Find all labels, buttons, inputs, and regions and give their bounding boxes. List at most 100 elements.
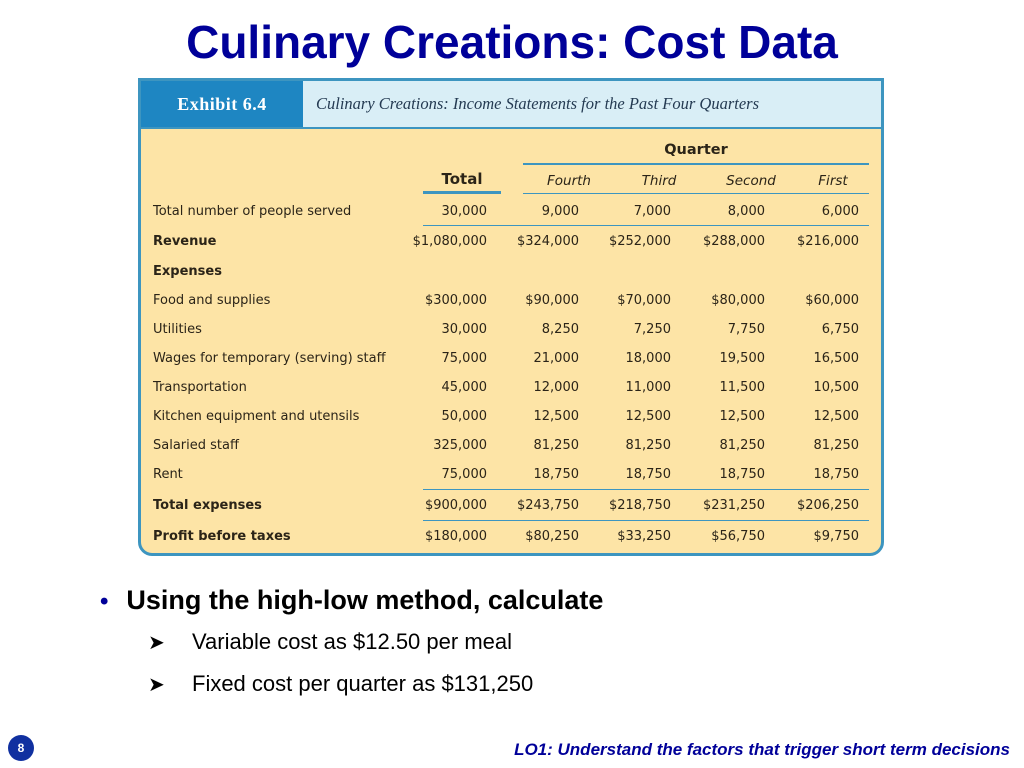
slide-title: Culinary Creations: Cost Data: [186, 16, 838, 68]
table-row-expenses-heading: Expenses: [147, 257, 881, 286]
row-label: Utilities: [153, 322, 202, 337]
cell-first: $60,000: [805, 293, 859, 308]
cell-fourth: 12,500: [533, 409, 580, 424]
cell-fourth: $324,000: [516, 234, 579, 249]
cell-third: $252,000: [608, 234, 671, 249]
cell-first: 81,250: [813, 438, 860, 453]
footer-learning-objective: LO1: Understand the factors that trigger…: [514, 740, 1010, 759]
row-label: Total expenses: [153, 498, 262, 513]
table-row-rent: Rent 75,000 18,750 18,750 18,750 18,750: [147, 460, 881, 489]
arrow-bullet-icon: ➤: [148, 632, 165, 654]
cell-second: 12,500: [719, 409, 766, 424]
row-label: Kitchen equipment and utensils: [153, 409, 360, 424]
exhibit-panel: Exhibit 6.4 Culinary Creations: Income S…: [138, 78, 884, 556]
cell-total: 30,000: [441, 204, 488, 219]
cell-total: 325,000: [433, 438, 487, 453]
cell-third: $33,250: [617, 529, 671, 544]
cell-second: $288,000: [702, 234, 765, 249]
column-header-total: Total: [423, 169, 501, 194]
cell-fourth: 9,000: [541, 204, 579, 219]
cell-fourth: 21,000: [533, 351, 580, 366]
sub-bullet-text: Fixed cost per quarter as $131,250: [192, 671, 534, 696]
cell-second: $231,250: [702, 498, 765, 513]
table-row-people-served: Total number of people served 30,000 9,0…: [147, 197, 881, 226]
row-label: Transportation: [153, 380, 247, 395]
cell-second: 11,500: [719, 380, 766, 395]
row-label: Expenses: [153, 264, 222, 279]
table-row-utilities: Utilities 30,000 8,250 7,250 7,750 6,750: [147, 315, 881, 344]
cell-first: $9,750: [813, 529, 860, 544]
cell-fourth: $90,000: [525, 293, 579, 308]
row-divider: [423, 225, 869, 226]
bullet-dot-icon: •: [100, 588, 109, 615]
arrow-bullet-icon: ➤: [148, 674, 165, 696]
cell-total: 30,000: [441, 322, 488, 337]
cell-total: 45,000: [441, 380, 488, 395]
row-label: Rent: [153, 467, 183, 482]
cell-fourth: 12,000: [533, 380, 580, 395]
cell-total: $180,000: [424, 529, 487, 544]
quarter-group-header: Quarter: [523, 139, 869, 165]
cell-first: 6,000: [821, 204, 859, 219]
row-label: Total number of people served: [153, 204, 352, 219]
cell-first: 12,500: [813, 409, 860, 424]
exhibit-tag: Exhibit 6.4: [141, 81, 303, 127]
cell-second: $56,750: [711, 529, 765, 544]
column-header-third: Third: [641, 173, 677, 189]
cell-third: 12,500: [625, 409, 672, 424]
table-row-wages: Wages for temporary (serving) staff 75,0…: [147, 344, 881, 373]
cell-third: 7,000: [633, 204, 671, 219]
cell-total: $1,080,000: [412, 234, 487, 249]
bullet-main: • Using the high-low method, calculate: [100, 580, 603, 620]
row-label: Wages for temporary (serving) staff: [153, 351, 386, 366]
cell-total: $300,000: [424, 293, 487, 308]
table-row-salaried-staff: Salaried staff 325,000 81,250 81,250 81,…: [147, 431, 881, 460]
cell-second: 7,750: [727, 322, 765, 337]
row-label: Food and supplies: [153, 293, 271, 308]
cell-fourth: $243,750: [516, 498, 579, 513]
cell-first: 16,500: [813, 351, 860, 366]
cell-fourth: $80,250: [525, 529, 579, 544]
table-row-revenue: Revenue $1,080,000 $324,000 $252,000 $28…: [147, 227, 881, 256]
table-row-total-expenses: Total expenses $900,000 $243,750 $218,75…: [147, 491, 881, 520]
table-row-transportation: Transportation 45,000 12,000 11,000 11,5…: [147, 373, 881, 402]
cell-third: 7,250: [633, 322, 671, 337]
cell-second: 8,000: [727, 204, 765, 219]
cell-first: 10,500: [813, 380, 860, 395]
column-header-fourth: Fourth: [547, 173, 591, 189]
sub-bullet-text: Variable cost as $12.50 per meal: [192, 629, 512, 654]
row-label: Profit before taxes: [153, 529, 291, 544]
row-label: Revenue: [153, 234, 217, 249]
page-number-badge: 8: [8, 735, 34, 761]
header-underline: [523, 193, 869, 194]
sub-bullet-variable-cost: ➤ Variable cost as $12.50 per meal: [148, 624, 512, 660]
cell-second: $80,000: [711, 293, 765, 308]
total-divider: [423, 489, 869, 490]
cell-fourth: 18,750: [533, 467, 580, 482]
cell-first: $216,000: [796, 234, 859, 249]
column-header-row: Total Fourth Third Second First: [147, 169, 881, 195]
exhibit-caption: Culinary Creations: Income Statements fo…: [316, 94, 760, 113]
row-label: Salaried staff: [153, 438, 239, 453]
cell-third: 18,000: [625, 351, 672, 366]
cell-fourth: 81,250: [533, 438, 580, 453]
cell-third: 18,750: [625, 467, 672, 482]
column-header-second: Second: [726, 173, 776, 189]
cell-total: 75,000: [441, 351, 488, 366]
cell-fourth: 8,250: [541, 322, 579, 337]
cell-third: $70,000: [617, 293, 671, 308]
table-row-profit: Profit before taxes $180,000 $80,250 $33…: [147, 522, 881, 551]
exhibit-header: Exhibit 6.4 Culinary Creations: Income S…: [141, 81, 881, 129]
cell-first: $206,250: [796, 498, 859, 513]
cell-second: 18,750: [719, 467, 766, 482]
cell-second: 19,500: [719, 351, 766, 366]
cell-first: 6,750: [821, 322, 859, 337]
cell-third: 11,000: [625, 380, 672, 395]
table-row-kitchen-equipment: Kitchen equipment and utensils 50,000 12…: [147, 402, 881, 431]
profit-divider: [423, 520, 869, 521]
cell-total: $900,000: [424, 498, 487, 513]
cell-second: 81,250: [719, 438, 766, 453]
bullet-main-text: Using the high-low method, calculate: [126, 585, 604, 615]
table-row-food-supplies: Food and supplies $300,000 $90,000 $70,0…: [147, 286, 881, 315]
cell-third: $218,750: [608, 498, 671, 513]
